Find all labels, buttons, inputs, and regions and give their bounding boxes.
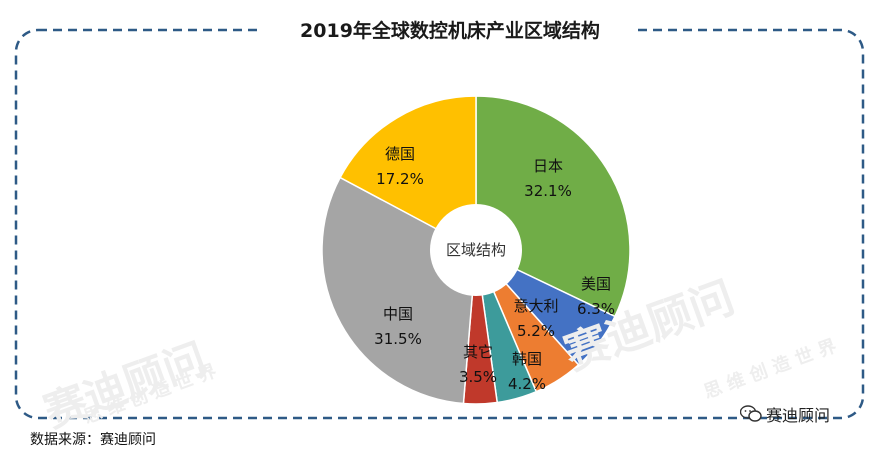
slice-label-3: 韩国 [512, 350, 542, 368]
donut-chart: 区域结构 日本 32.1% 美国 6.3% 意大利 5.2% 韩国 4.2% 其它 3.5% 中国 31… [321, 95, 631, 405]
slice-6 [339, 95, 477, 252]
slice-value-4: 3.5% [459, 368, 497, 386]
brand-name: 赛迪顾问 [766, 406, 831, 425]
dashed-border [14, 28, 865, 420]
slice-label-5: 中国 [383, 305, 413, 323]
data-source-note: 数据来源：赛迪顾问 [30, 432, 156, 448]
wechat-icon [740, 405, 762, 422]
slice-label-1: 美国 [581, 275, 611, 293]
slice-value-6: 17.2% [376, 170, 424, 188]
slice-value-0: 32.1% [524, 182, 572, 200]
slice-label-0: 日本 [533, 157, 563, 175]
slice-label-2: 意大利 [513, 297, 558, 315]
slice-label-6: 德国 [385, 145, 415, 163]
slice-value-2: 5.2% [517, 322, 555, 340]
donut-hole [430, 204, 522, 296]
center-label: 区域结构 [446, 241, 506, 259]
brand-badge: 赛迪顾问 [740, 402, 830, 426]
slice-label-4: 其它 [463, 343, 493, 361]
slice-value-3: 4.2% [508, 375, 546, 393]
chart-title: 2019年全球数控机床产业区域结构 [262, 12, 638, 50]
slice-value-5: 31.5% [374, 330, 422, 348]
slice-value-1: 6.3% [577, 300, 615, 318]
